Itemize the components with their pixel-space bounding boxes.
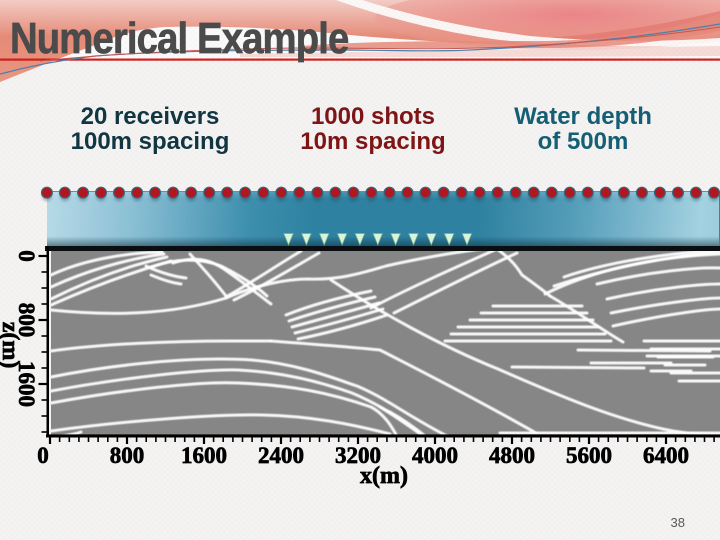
svg-text:3200: 3200 — [335, 443, 381, 468]
svg-text:4800: 4800 — [489, 443, 535, 468]
svg-text:1600: 1600 — [181, 443, 227, 468]
svg-text:x(m): x(m) — [360, 463, 408, 489]
svg-text:0: 0 — [37, 443, 49, 468]
svg-text:z(m): z(m) — [0, 322, 23, 369]
svg-text:800: 800 — [110, 443, 145, 468]
svg-text:6400: 6400 — [643, 443, 689, 468]
svg-text:1600: 1600 — [14, 361, 39, 407]
svg-text:2400: 2400 — [258, 443, 304, 468]
svg-text:5600: 5600 — [566, 443, 612, 468]
svg-text:4000: 4000 — [412, 443, 458, 468]
svg-text:0: 0 — [14, 250, 39, 262]
svg-text:800: 800 — [14, 303, 39, 338]
